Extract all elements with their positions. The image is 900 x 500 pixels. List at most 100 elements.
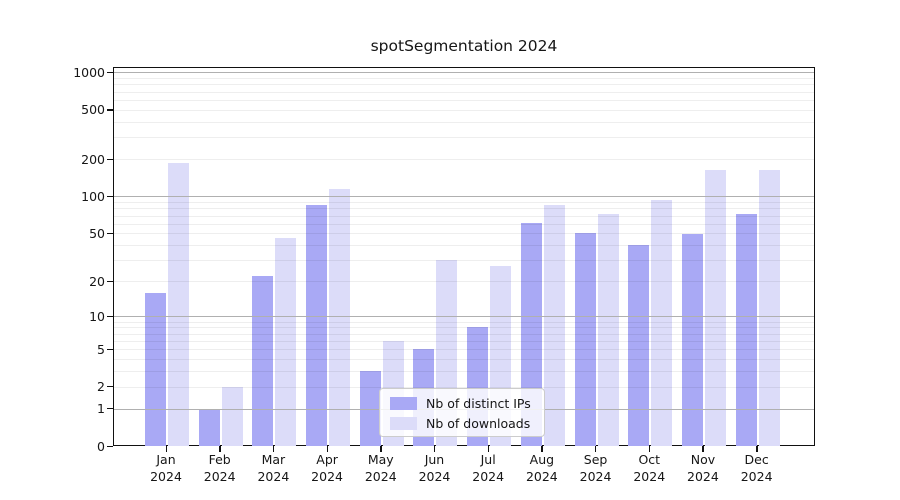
x-tick-mark — [487, 446, 490, 452]
x-tick-label-may: May 2024 — [349, 452, 413, 485]
bar-ips-dec — [735, 214, 757, 446]
legend-swatch-distinct-ips-icon — [390, 397, 417, 410]
x-tick-label-jun: Jun 2024 — [402, 452, 466, 485]
x-tick-label-apr: Apr 2024 — [295, 452, 359, 485]
y-tick-label: 1 — [97, 401, 105, 417]
y-tick-mark — [107, 386, 113, 388]
x-tick-month: Apr — [316, 452, 338, 467]
x-tick-month: Feb — [208, 452, 231, 467]
y-tick-mark — [107, 445, 113, 447]
gridline-minor — [114, 281, 814, 283]
y-tick-mark — [107, 280, 113, 283]
gridline-minor — [114, 84, 814, 86]
legend: Nb of distinct IPs Nb of downloads — [379, 388, 545, 437]
bar-ips-sep — [574, 233, 596, 446]
bar-ips-apr — [306, 205, 328, 446]
y-tick-label: 1000 — [73, 64, 105, 80]
bar-downloads-oct — [651, 200, 673, 446]
y-tick-mark — [107, 158, 113, 161]
y-tick-label: 2 — [97, 379, 105, 395]
gridline-minor — [114, 260, 814, 262]
y-tick-mark — [107, 109, 113, 111]
bar-downloads-apr — [329, 188, 351, 446]
x-tick-month: Nov — [690, 452, 716, 467]
bar-downloads-nov — [704, 169, 726, 446]
gridline-minor — [114, 159, 814, 161]
gridline-minor — [114, 233, 814, 235]
y-tick-label: 100 — [81, 188, 105, 204]
gridline-minor — [114, 358, 814, 360]
gridline-minor — [114, 321, 814, 323]
x-tick-month: Dec — [744, 452, 769, 467]
x-tick-year: 2024 — [472, 468, 505, 484]
x-tick-label-sep: Sep 2024 — [564, 452, 628, 485]
x-tick-mark — [165, 446, 167, 452]
bar-downloads-jan — [168, 163, 189, 446]
gridline-minor — [114, 333, 814, 335]
gridline-minor — [114, 386, 814, 388]
x-tick-mark — [326, 446, 328, 452]
x-tick-year: 2024 — [579, 468, 612, 484]
x-tick-mark — [541, 446, 543, 452]
x-tick-label-aug: Aug 2024 — [510, 452, 574, 485]
bar-ips-jan — [145, 292, 166, 446]
bar-downloads-feb — [221, 386, 243, 446]
x-tick-month: Mar — [261, 452, 286, 467]
x-tick-month: Sep — [583, 452, 608, 467]
legend-label-distinct-ips: Nb of distinct IPs — [426, 396, 531, 411]
x-tick-year: 2024 — [311, 468, 343, 484]
x-tick-mark — [702, 446, 704, 452]
x-tick-year: 2024 — [740, 468, 773, 484]
x-tick-mark — [380, 446, 382, 452]
y-tick-label: 500 — [81, 102, 105, 118]
gridline-minor — [114, 327, 814, 329]
legend-item-downloads: Nb of downloads — [390, 414, 544, 433]
x-tick-year: 2024 — [418, 468, 451, 484]
x-tick-year: 2024 — [633, 468, 666, 484]
x-tick-label-feb: Feb 2024 — [188, 452, 252, 485]
y-tick-label: 10 — [89, 308, 105, 324]
x-tick-year: 2024 — [257, 468, 290, 484]
bar-ips-oct — [628, 245, 650, 446]
gridline-minor — [114, 91, 814, 93]
x-tick-year: 2024 — [687, 468, 719, 484]
x-tick-mark — [756, 446, 758, 452]
bar-downloads-aug — [543, 205, 565, 446]
y-tick-label: 200 — [81, 151, 105, 167]
gridline-minor — [114, 340, 814, 342]
y-tick-mark — [107, 71, 113, 74]
gridline-minor — [114, 100, 814, 102]
x-tick-month: Oct — [638, 452, 661, 467]
gridline-minor — [114, 215, 814, 217]
legend-item-distinct-ips: Nb of distinct IPs — [390, 394, 544, 413]
x-tick-mark — [433, 446, 436, 452]
x-tick-label-jul: Jul 2024 — [456, 452, 520, 485]
x-tick-month: Aug — [529, 452, 555, 467]
y-tick-mark — [107, 195, 113, 198]
bar-ips-feb — [198, 408, 220, 446]
x-tick-label-jan: Jan 2024 — [134, 452, 198, 485]
x-tick-year: 2024 — [150, 468, 182, 484]
gridline-major — [114, 72, 814, 74]
x-tick-month: Jan — [156, 452, 176, 467]
x-tick-month: May — [367, 452, 394, 467]
y-tick-mark — [107, 348, 113, 350]
x-tick-year: 2024 — [525, 468, 558, 484]
gridline-minor — [114, 208, 814, 210]
bar-downloads-dec — [758, 169, 780, 446]
x-tick-mark — [648, 446, 651, 452]
gridline-minor — [114, 109, 814, 111]
y-tick-label: 20 — [89, 273, 105, 289]
gridline-major — [114, 316, 814, 318]
x-tick-month: Jun — [424, 452, 445, 467]
gridline-minor — [114, 245, 814, 247]
gridline-minor — [114, 371, 814, 373]
y-tick-mark — [107, 315, 113, 318]
y-tick-mark — [107, 408, 113, 410]
bar-downloads-mar — [275, 237, 297, 446]
y-tick-label: 5 — [97, 341, 105, 357]
gridline-major — [114, 196, 814, 198]
gridline-minor — [114, 137, 814, 139]
x-tick-mark — [272, 446, 275, 452]
bar-downloads-sep — [597, 214, 619, 446]
